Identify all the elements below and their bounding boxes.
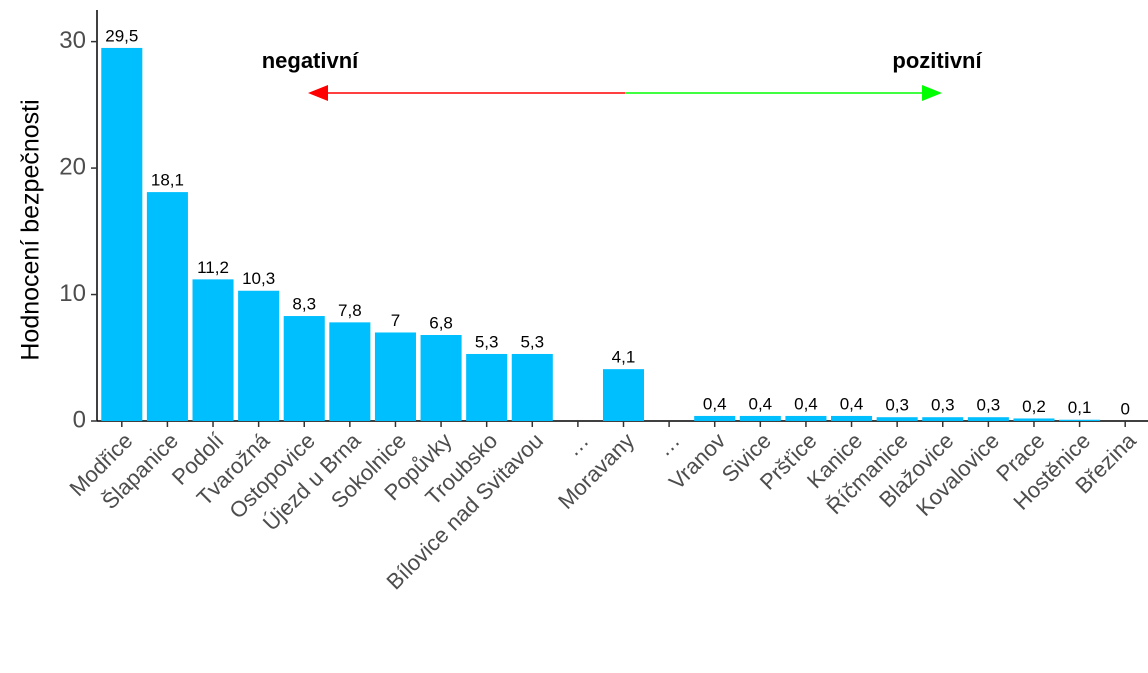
annotation: negativní [262,48,359,73]
annotation: pozitivní [892,48,982,73]
value-label: 0,4 [840,394,864,413]
value-label: 6,8 [429,313,453,332]
value-label: 0 [1120,399,1129,418]
y-tick-label: 10 [59,280,86,307]
value-label: 0,4 [703,394,727,413]
value-label: 0,2 [1022,397,1046,416]
bar [694,415,736,421]
bar [602,369,645,421]
value-label: 18,1 [151,171,184,190]
y-tick-label: 20 [59,153,86,180]
bar [192,279,234,421]
bar [967,417,1009,421]
bar [374,332,416,421]
bar [739,415,781,421]
bar [511,353,553,421]
bar [876,417,918,421]
y-tick-label: 30 [59,27,86,54]
value-label: 11,2 [197,258,229,277]
bar [101,47,143,421]
bar [283,316,325,421]
bar [329,322,371,421]
bar [466,353,508,421]
bar [831,415,873,421]
x-tick-label: … [560,428,593,461]
bar [1013,418,1055,421]
y-axis-title: Hodnocení bezpečnosti [17,99,45,360]
value-label: 8,3 [292,295,316,314]
value-label: 10,3 [242,269,275,288]
x-tick-label: … [652,428,685,461]
bar [420,335,462,421]
value-label: 0,3 [931,396,955,415]
bar [785,415,827,421]
value-label: 7,8 [338,301,362,320]
arrow-head [308,85,328,101]
y-tick-label: 0 [73,406,86,433]
bar [238,290,280,421]
value-label: 4,1 [612,348,636,367]
value-label: 0,1 [1068,398,1092,417]
bar [1059,419,1101,421]
value-label: 5,3 [475,332,499,351]
value-label: 0,3 [977,396,1001,415]
bar [146,192,188,421]
value-label: 7 [391,311,400,330]
bar [922,417,964,421]
value-label: 29,5 [105,26,138,45]
value-label: 0,4 [749,394,773,413]
value-label: 0,4 [794,394,818,413]
value-label: 5,3 [520,332,544,351]
value-label: 0,3 [885,396,909,415]
arrow-head [922,85,942,101]
